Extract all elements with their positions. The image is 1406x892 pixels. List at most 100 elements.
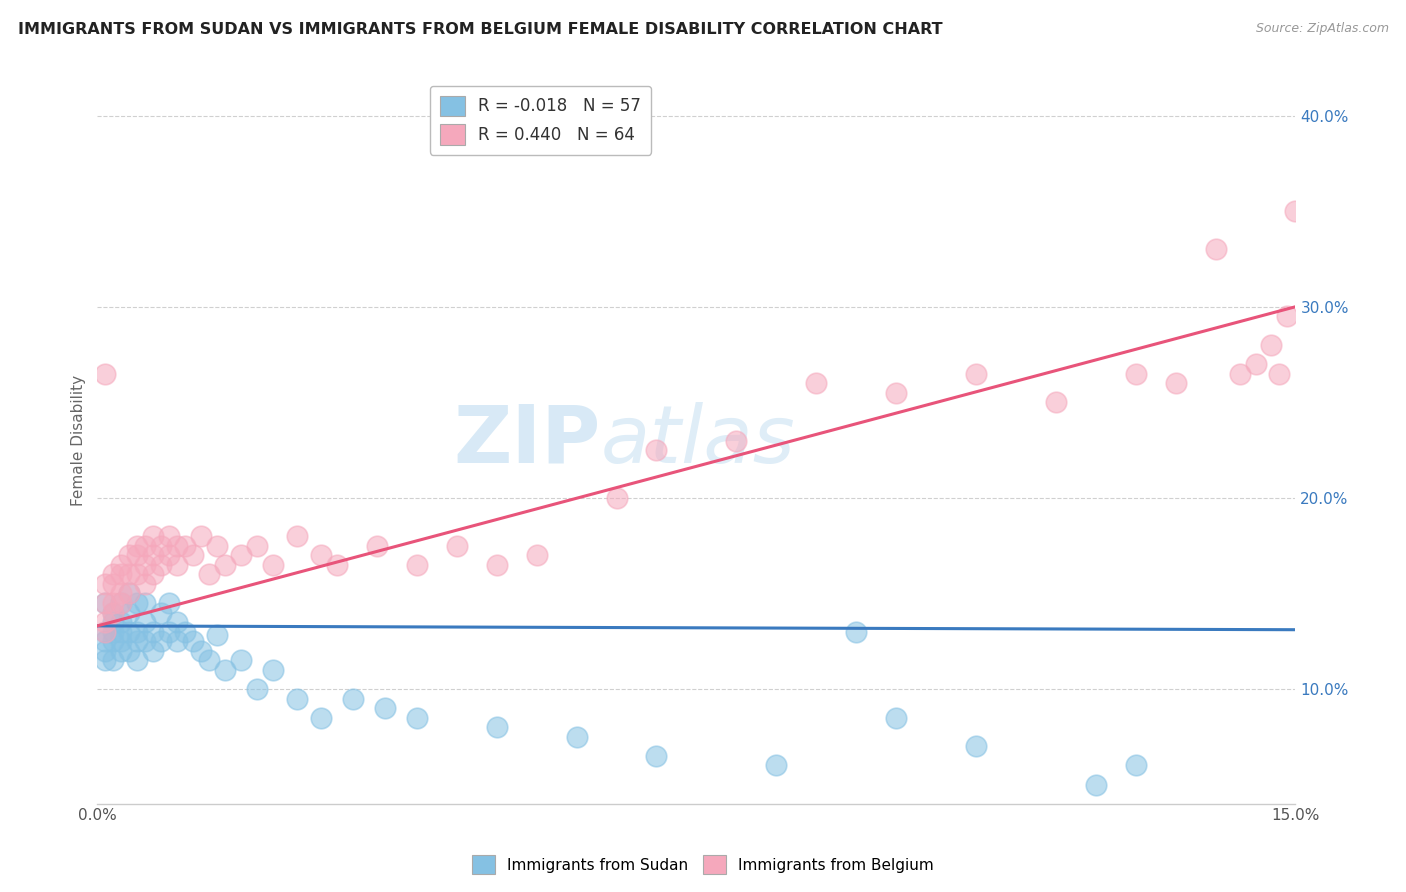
Point bbox=[1125, 758, 1147, 772]
Point bbox=[103, 624, 125, 639]
Point bbox=[366, 539, 388, 553]
Point bbox=[118, 624, 141, 639]
Point bbox=[134, 634, 156, 648]
Point bbox=[174, 539, 197, 553]
Point bbox=[485, 558, 508, 572]
Text: ZIP: ZIP bbox=[453, 401, 600, 480]
Point bbox=[326, 558, 349, 572]
Point bbox=[1229, 367, 1251, 381]
Point bbox=[150, 558, 173, 572]
Point bbox=[229, 548, 252, 562]
Point bbox=[1244, 357, 1267, 371]
Point bbox=[1277, 310, 1299, 324]
Point bbox=[214, 558, 236, 572]
Point bbox=[103, 634, 125, 648]
Point bbox=[1268, 367, 1291, 381]
Point bbox=[110, 634, 132, 648]
Text: Source: ZipAtlas.com: Source: ZipAtlas.com bbox=[1256, 22, 1389, 36]
Point bbox=[94, 596, 117, 610]
Point bbox=[446, 539, 468, 553]
Point bbox=[181, 548, 204, 562]
Point bbox=[103, 606, 125, 620]
Point bbox=[806, 376, 828, 391]
Point bbox=[134, 577, 156, 591]
Point bbox=[765, 758, 787, 772]
Y-axis label: Female Disability: Female Disability bbox=[72, 375, 86, 506]
Point bbox=[405, 711, 427, 725]
Point bbox=[229, 653, 252, 667]
Point bbox=[127, 539, 149, 553]
Point bbox=[166, 615, 188, 629]
Point bbox=[103, 615, 125, 629]
Point bbox=[150, 634, 173, 648]
Point bbox=[205, 539, 228, 553]
Point bbox=[645, 443, 668, 458]
Point bbox=[157, 529, 180, 543]
Point bbox=[150, 606, 173, 620]
Point bbox=[166, 634, 188, 648]
Point bbox=[190, 529, 212, 543]
Point bbox=[94, 624, 117, 639]
Point bbox=[110, 558, 132, 572]
Point bbox=[205, 628, 228, 642]
Point bbox=[157, 548, 180, 562]
Point bbox=[166, 539, 188, 553]
Point bbox=[606, 491, 628, 505]
Point bbox=[405, 558, 427, 572]
Point bbox=[134, 539, 156, 553]
Point bbox=[142, 548, 165, 562]
Point bbox=[110, 586, 132, 600]
Point bbox=[142, 624, 165, 639]
Point bbox=[309, 548, 332, 562]
Point bbox=[198, 567, 221, 582]
Point bbox=[127, 596, 149, 610]
Point bbox=[110, 596, 132, 610]
Point bbox=[485, 720, 508, 734]
Point bbox=[103, 606, 125, 620]
Legend: Immigrants from Sudan, Immigrants from Belgium: Immigrants from Sudan, Immigrants from B… bbox=[465, 849, 941, 880]
Point bbox=[526, 548, 548, 562]
Point bbox=[1205, 243, 1227, 257]
Point bbox=[142, 529, 165, 543]
Point bbox=[103, 567, 125, 582]
Point bbox=[246, 681, 269, 696]
Text: atlas: atlas bbox=[600, 401, 796, 480]
Point bbox=[198, 653, 221, 667]
Point bbox=[285, 529, 308, 543]
Point bbox=[118, 606, 141, 620]
Point bbox=[110, 624, 132, 639]
Point bbox=[1084, 777, 1107, 791]
Point bbox=[103, 596, 125, 610]
Point bbox=[142, 567, 165, 582]
Point bbox=[150, 539, 173, 553]
Point bbox=[725, 434, 748, 448]
Point bbox=[262, 558, 284, 572]
Point bbox=[645, 748, 668, 763]
Text: IMMIGRANTS FROM SUDAN VS IMMIGRANTS FROM BELGIUM FEMALE DISABILITY CORRELATION C: IMMIGRANTS FROM SUDAN VS IMMIGRANTS FROM… bbox=[18, 22, 943, 37]
Point bbox=[134, 615, 156, 629]
Point bbox=[110, 615, 132, 629]
Point bbox=[157, 596, 180, 610]
Point bbox=[190, 644, 212, 658]
Point bbox=[166, 558, 188, 572]
Point bbox=[1284, 204, 1306, 219]
Point bbox=[118, 644, 141, 658]
Point bbox=[118, 586, 141, 600]
Point bbox=[342, 691, 364, 706]
Point bbox=[214, 663, 236, 677]
Point bbox=[884, 711, 907, 725]
Point bbox=[285, 691, 308, 706]
Point bbox=[157, 624, 180, 639]
Point bbox=[94, 577, 117, 591]
Point bbox=[181, 634, 204, 648]
Point bbox=[845, 624, 868, 639]
Point bbox=[110, 567, 132, 582]
Point bbox=[174, 624, 197, 639]
Point bbox=[110, 596, 132, 610]
Point bbox=[103, 653, 125, 667]
Point bbox=[134, 596, 156, 610]
Point bbox=[965, 739, 987, 754]
Point bbox=[1260, 338, 1282, 352]
Point bbox=[118, 586, 141, 600]
Point bbox=[1164, 376, 1187, 391]
